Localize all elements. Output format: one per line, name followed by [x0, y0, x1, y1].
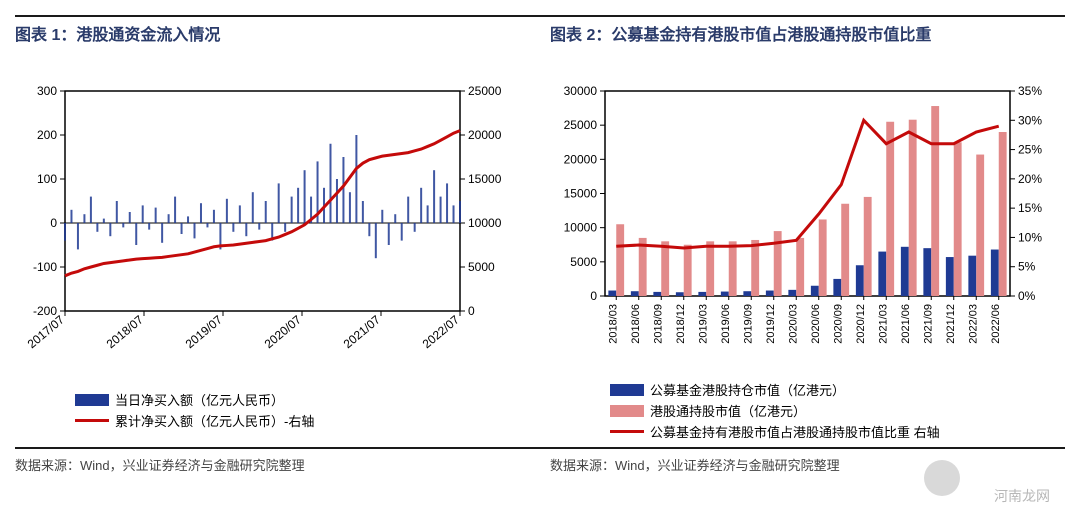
- svg-text:5%: 5%: [1018, 260, 1036, 274]
- watermark-text: 河南龙网: [994, 486, 1050, 506]
- svg-text:30000: 30000: [564, 84, 598, 98]
- svg-text:2020/12: 2020/12: [855, 304, 867, 344]
- svg-text:0: 0: [468, 304, 475, 318]
- svg-text:15%: 15%: [1018, 201, 1042, 215]
- chart1-title: 图表 1：港股通资金流入情况: [15, 25, 530, 69]
- svg-text:2020/09: 2020/09: [832, 304, 844, 344]
- svg-text:2018/06: 2018/06: [630, 304, 642, 344]
- svg-text:2019/06: 2019/06: [720, 304, 732, 344]
- chart2-plot: 0 5000 10000 15000 20000 25000 30000 0% 5% 10% 15%…: [550, 81, 1065, 376]
- svg-text:10%: 10%: [1018, 230, 1042, 244]
- chart1-panel: 图表 1：港股通资金流入情况 -200-10001002003000500010…: [15, 17, 530, 443]
- svg-text:2018/03: 2018/03: [607, 304, 619, 344]
- line-swatch-icon: [75, 419, 109, 422]
- svg-text:25%: 25%: [1018, 143, 1042, 157]
- svg-text:20000: 20000: [564, 152, 598, 166]
- chart1-plot: -200-10001002003000500010000150002000025…: [15, 81, 530, 386]
- svg-text:2020/03: 2020/03: [787, 304, 799, 344]
- bar-swatch-icon: [610, 405, 644, 417]
- svg-text:2018/07: 2018/07: [104, 312, 146, 351]
- svg-text:2018/09: 2018/09: [652, 304, 664, 344]
- svg-text:200: 200: [37, 128, 57, 142]
- svg-text:2019/03: 2019/03: [697, 304, 709, 344]
- svg-text:5000: 5000: [570, 255, 597, 269]
- svg-text:2021/06: 2021/06: [900, 304, 912, 344]
- watermark-avatar: [924, 460, 960, 496]
- svg-text:35%: 35%: [1018, 84, 1042, 98]
- chart2-panel: 图表 2：公募基金持有港股市值占港股通持股市值比重 0 5000 10000 1500…: [550, 17, 1065, 443]
- svg-text:2021/07: 2021/07: [341, 312, 383, 351]
- svg-text:2022/03: 2022/03: [967, 304, 979, 344]
- svg-text:2017/07: 2017/07: [25, 312, 67, 351]
- legend-label: 公募基金港股持仓市值（亿港元）: [650, 380, 845, 399]
- chart2-legend: 公募基金港股持仓市值（亿港元） 港股通持股市值（亿港元） 公募基金持有港股市值占港股…: [550, 380, 1065, 441]
- svg-text:2022/06: 2022/06: [990, 304, 1002, 344]
- chart1-legend: 当日净买入额（亿元人民币） 累计净买入额（亿元人民币）-右轴: [15, 390, 530, 430]
- legend-item: 累计净买入额（亿元人民币）-右轴: [75, 411, 530, 430]
- svg-text:2018/12: 2018/12: [675, 304, 687, 344]
- svg-text:10000: 10000: [564, 221, 598, 235]
- svg-text:10000: 10000: [468, 216, 502, 230]
- legend-label: 当日净买入额（亿元人民币）: [115, 390, 284, 409]
- svg-text:300: 300: [37, 84, 57, 98]
- svg-text:2019/09: 2019/09: [742, 304, 754, 344]
- svg-text:2020/07: 2020/07: [262, 312, 304, 351]
- svg-text:2021/09: 2021/09: [922, 304, 934, 344]
- legend-item: 港股通持股市值（亿港元）: [610, 401, 1065, 420]
- bar-swatch-icon: [75, 394, 109, 406]
- legend-item: 公募基金港股持仓市值（亿港元）: [610, 380, 1065, 399]
- svg-text:2020/06: 2020/06: [810, 304, 822, 344]
- svg-text:-100: -100: [33, 260, 57, 274]
- svg-text:2019/12: 2019/12: [765, 304, 777, 344]
- legend-item: 当日净买入额（亿元人民币）: [75, 390, 530, 409]
- svg-text:0: 0: [590, 289, 597, 303]
- legend-label: 港股通持股市值（亿港元）: [650, 401, 806, 420]
- svg-text:2021/03: 2021/03: [877, 304, 889, 344]
- legend-item: 公募基金持有港股市值占港股通持股市值比重 右轴: [610, 422, 1065, 441]
- svg-text:0%: 0%: [1018, 289, 1036, 303]
- chart2-source: 数据来源：Wind，兴业证券经济与金融研究院整理: [550, 455, 1065, 474]
- footer-row: 数据来源：Wind，兴业证券经济与金融研究院整理 数据来源：Wind，兴业证券经…: [15, 449, 1065, 474]
- chart1-source: 数据来源：Wind，兴业证券经济与金融研究院整理: [15, 455, 530, 474]
- svg-text:15000: 15000: [468, 172, 502, 186]
- svg-text:25000: 25000: [564, 118, 598, 132]
- line-swatch-icon: [610, 430, 644, 433]
- bar-swatch-icon: [610, 384, 644, 396]
- svg-text:2019/07: 2019/07: [183, 312, 225, 351]
- svg-text:5000: 5000: [468, 260, 495, 274]
- legend-label: 公募基金持有港股市值占港股通持股市值比重 右轴: [650, 422, 940, 441]
- svg-text:100: 100: [37, 172, 57, 186]
- chart1-svg: -200-10001002003000500010000150002000025…: [15, 81, 515, 381]
- chart2-title: 图表 2：公募基金持有港股市值占港股通持股市值比重: [550, 25, 1065, 69]
- svg-text:20%: 20%: [1018, 172, 1042, 186]
- svg-text:0: 0: [50, 216, 57, 230]
- svg-text:30%: 30%: [1018, 113, 1042, 127]
- chart2-svg: 0 5000 10000 15000 20000 25000 30000 0% 5% 10% 15%…: [550, 81, 1060, 371]
- svg-text:25000: 25000: [468, 84, 502, 98]
- legend-label: 累计净买入额（亿元人民币）-右轴: [115, 411, 314, 430]
- charts-row: 图表 1：港股通资金流入情况 -200-10001002003000500010…: [15, 15, 1065, 449]
- svg-text:2021/12: 2021/12: [945, 304, 957, 344]
- svg-text:2022/07: 2022/07: [420, 312, 462, 351]
- svg-text:15000: 15000: [564, 187, 598, 201]
- svg-text:20000: 20000: [468, 128, 502, 142]
